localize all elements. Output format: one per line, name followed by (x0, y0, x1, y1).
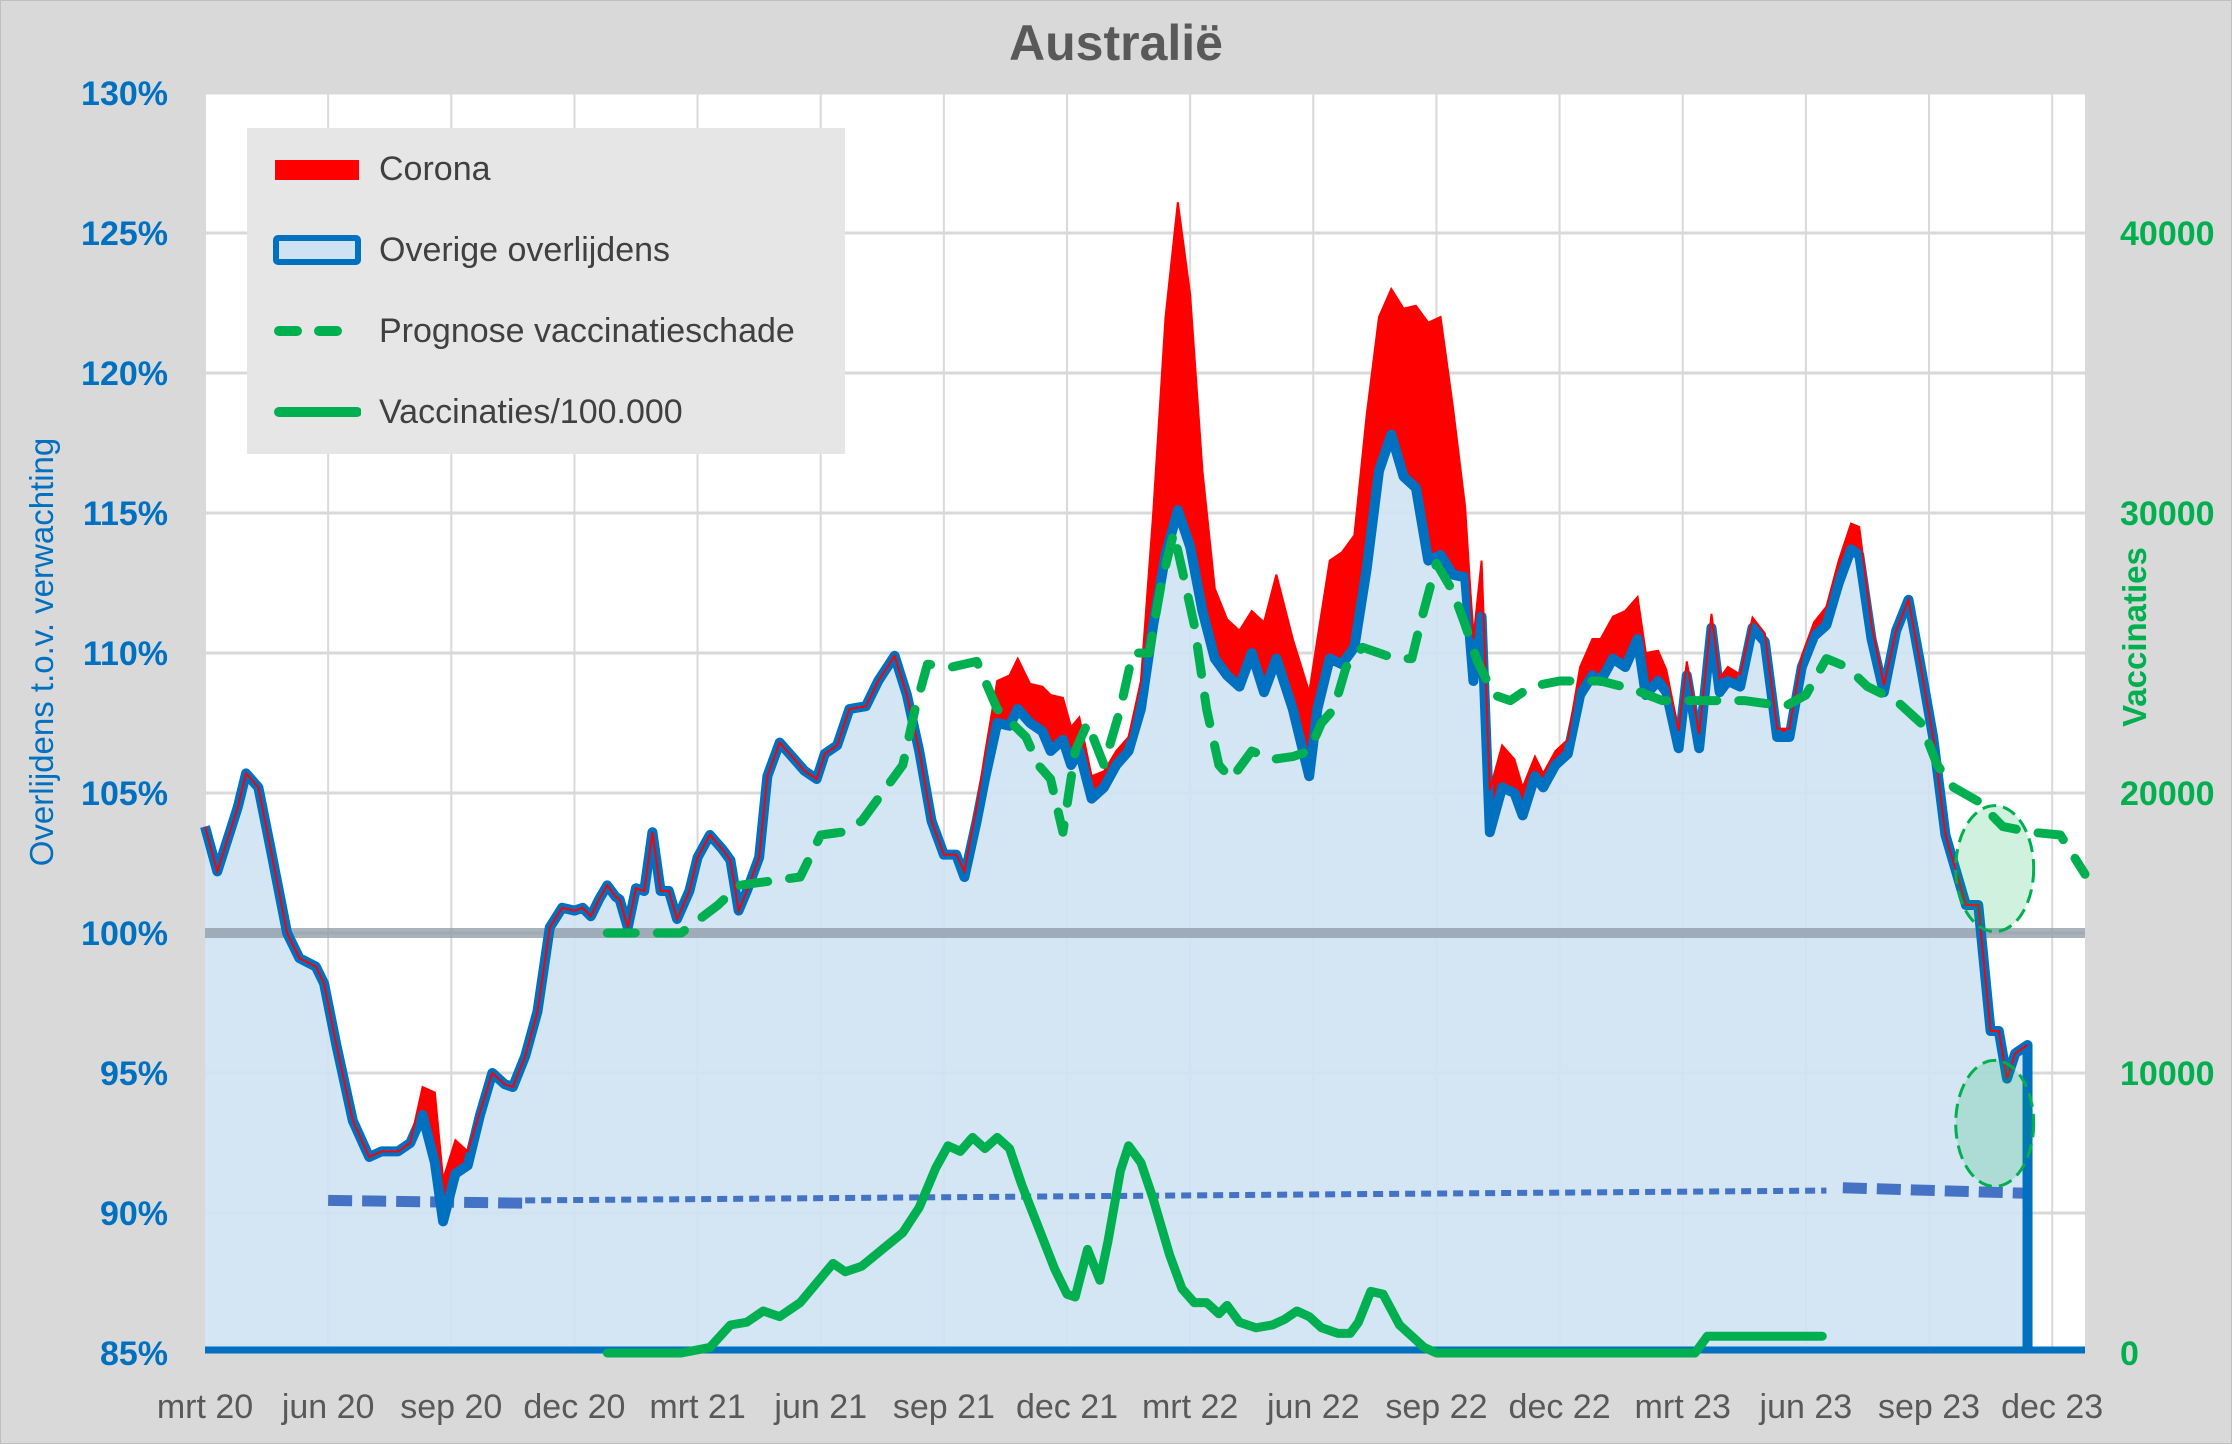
legend-item-vaccinaties: Vaccinaties/100.000 (273, 387, 683, 437)
legend-label: Overige overlijdens (379, 230, 671, 269)
x-tick-label: mrt 21 (649, 1388, 745, 1426)
x-tick-label: jun 23 (1759, 1388, 1853, 1426)
x-tick-label: dec 21 (1016, 1388, 1118, 1426)
chart-title: Australië (1009, 15, 1223, 71)
x-tick-label: mrt 23 (1635, 1388, 1731, 1426)
y-tick-label: 105% (81, 775, 168, 813)
y-tick-label: 130% (81, 75, 168, 113)
legend-swatch-overige (273, 235, 361, 265)
legend-swatch-prognose (273, 316, 362, 346)
x-tick-label: sep 20 (400, 1388, 502, 1426)
legend-item-overige: Overige overlijdens (273, 225, 670, 275)
y-tick-label: 100% (81, 915, 168, 953)
y2-tick-label: 0 (2120, 1335, 2139, 1373)
vaccinaties-line (602, 1132, 1827, 1358)
y2-axis-title: Vaccinaties (2116, 547, 2153, 727)
y2-tick-label: 10000 (2120, 1055, 2215, 1093)
y-tick-label: 95% (100, 1055, 168, 1093)
y-tick-label: 115% (83, 495, 168, 533)
legend-item-corona: Corona (273, 144, 491, 194)
x-tick-label: dec 23 (2001, 1388, 2103, 1426)
x-tick-label: jun 21 (773, 1388, 867, 1426)
annotation-ellipse (1954, 804, 2036, 934)
legend-item-prognose: Prognose vaccinatieschade (273, 306, 795, 356)
y-tick-label: 90% (100, 1195, 168, 1233)
y-axis-title: Overlijdens t.o.v. verwachting (23, 437, 60, 867)
legend-swatch-vaccinaties (273, 397, 362, 427)
legend-label: Corona (379, 149, 491, 188)
y2-tick-label: 20000 (2120, 775, 2215, 813)
legend-swatch-corona (273, 154, 361, 184)
x-tick-label: sep 23 (1878, 1388, 1980, 1426)
legend-label: Prognose vaccinatieschade (379, 311, 795, 350)
legend: Corona Overige overlijdens Prognose vacc… (247, 128, 845, 454)
y2-tick-label: 30000 (2120, 495, 2215, 533)
overige-area (205, 434, 2028, 1354)
y-tick-label: 85% (100, 1335, 168, 1373)
x-tick-label: sep 22 (1385, 1388, 1487, 1426)
y-tick-label: 110% (83, 635, 168, 673)
y-tick-label: 120% (81, 355, 168, 393)
x-tick-label: mrt 20 (157, 1388, 253, 1426)
baseline-end (1842, 1182, 2032, 1199)
corona-top-line (204, 202, 2029, 1180)
x-tick-label: sep 21 (893, 1388, 995, 1426)
legend-label: Vaccinaties/100.000 (379, 392, 683, 431)
x-tick-label: jun 22 (1266, 1388, 1360, 1426)
x-tick-label: dec 20 (523, 1388, 625, 1426)
x-tick-label: mrt 22 (1142, 1388, 1238, 1426)
baseline-mid (525, 1187, 1827, 1204)
x-tick-label: dec 22 (1509, 1388, 1611, 1426)
y2-tick-label: 40000 (2120, 215, 2215, 253)
annotation-ellipse (1954, 1058, 2036, 1188)
y-tick-label: 125% (81, 215, 168, 253)
x-tick-label: jun 20 (281, 1388, 375, 1426)
prognose-line (602, 528, 2090, 938)
